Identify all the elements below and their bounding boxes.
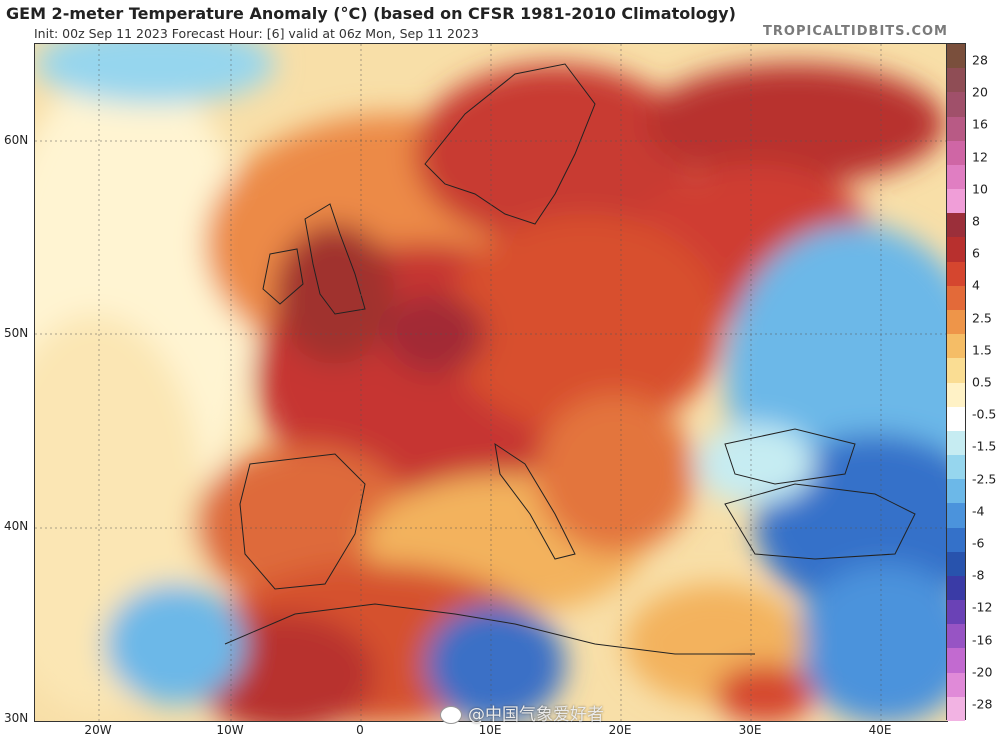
lat-label-50n: 50N	[4, 326, 29, 340]
colorbar-swatch	[947, 672, 965, 698]
lon-label-0: 0	[356, 723, 364, 737]
colorbar-swatch	[947, 358, 965, 383]
lon-label-10e: 10E	[478, 723, 502, 737]
colorbar-tick-label: -1.5	[972, 438, 997, 454]
colorbar-tick-label: 4	[972, 277, 980, 293]
colorbar-tick-label: -2.5	[972, 471, 997, 487]
colorbar-swatch	[947, 527, 965, 553]
colorbar-swatch	[947, 430, 965, 456]
colorbar-tick-label: 0.5	[972, 374, 992, 390]
colorbar-swatch	[947, 309, 965, 335]
colorbar-tick-label: -20	[972, 664, 993, 680]
weibo-icon	[440, 706, 462, 724]
colorbar-swatch	[947, 237, 965, 263]
colorbar-tick-label: -6	[972, 535, 985, 551]
colorbar-swatch	[947, 116, 965, 142]
lat-label-60n: 60N	[4, 133, 29, 147]
colorbar-tick-label: -12	[972, 599, 993, 615]
lat-label-30n: 30N	[4, 711, 29, 725]
colorbar-swatch	[947, 696, 965, 722]
colorbar-swatch	[947, 140, 965, 166]
colorbar-swatch	[947, 92, 965, 118]
watermark: @中国气象爱好者	[440, 700, 604, 725]
brand-logo: TROPICALTIDBITS.COM	[763, 24, 948, 39]
colorbar-tick-label: -16	[972, 632, 993, 648]
colorbar-swatch	[947, 285, 965, 311]
colorbar-tick-label: -4	[972, 503, 985, 519]
colorbar-tick-label: 6	[972, 245, 980, 261]
colorbar-tick-label: -0.5	[972, 406, 997, 422]
colorbar-tick-label: 2.5	[972, 310, 992, 326]
coastlines	[224, 63, 916, 655]
colorbar-swatch	[947, 600, 965, 625]
colorbar-swatch	[947, 382, 965, 408]
lon-label-10w: 10W	[216, 723, 244, 737]
forecast-info: Init: 00z Sep 11 2023 Forecast Hour: [6]…	[34, 26, 479, 41]
colorbar-swatch	[947, 44, 965, 69]
colorbar-tick-label: 1.5	[972, 342, 992, 358]
colorbar-tick-label: 28	[972, 52, 988, 68]
colorbar-swatch	[947, 68, 965, 93]
colorbar-tick-label: 12	[972, 149, 988, 165]
colorbar-swatch	[947, 503, 965, 529]
colorbar	[946, 43, 966, 722]
lon-label-20w: 20W	[84, 723, 112, 737]
colorbar-swatch	[947, 406, 965, 432]
colorbar-swatch	[947, 575, 965, 601]
colorbar-swatch	[947, 624, 965, 649]
colorbar-swatch	[947, 261, 965, 287]
colorbar-swatch	[947, 479, 965, 504]
lon-label-30e: 30E	[738, 723, 762, 737]
colorbar-tick-label: -8	[972, 567, 985, 583]
colorbar-swatch	[947, 455, 965, 480]
watermark-text: @中国气象爱好者	[468, 705, 604, 725]
colorbar-swatch	[947, 551, 965, 577]
colorbar-swatch	[947, 334, 965, 359]
graticule	[35, 44, 947, 721]
colorbar-tick-label: 20	[972, 84, 988, 100]
lon-label-40e: 40E	[868, 723, 892, 737]
chart-title: GEM 2-meter Temperature Anomaly (°C) (ba…	[6, 4, 736, 23]
colorbar-swatch	[947, 189, 965, 214]
colorbar-tick-label: 8	[972, 213, 980, 229]
colorbar-tick-label: -28	[972, 696, 993, 712]
colorbar-tick-label: 10	[972, 181, 988, 197]
colorbar-swatch	[947, 164, 965, 190]
anomaly-field	[35, 44, 947, 721]
anomaly-map	[34, 43, 948, 722]
lon-label-20e: 20E	[608, 723, 632, 737]
lat-label-40n: 40N	[4, 519, 29, 533]
colorbar-swatch	[947, 648, 965, 674]
colorbar-swatch	[947, 213, 965, 238]
colorbar-tick-label: 16	[972, 116, 988, 132]
